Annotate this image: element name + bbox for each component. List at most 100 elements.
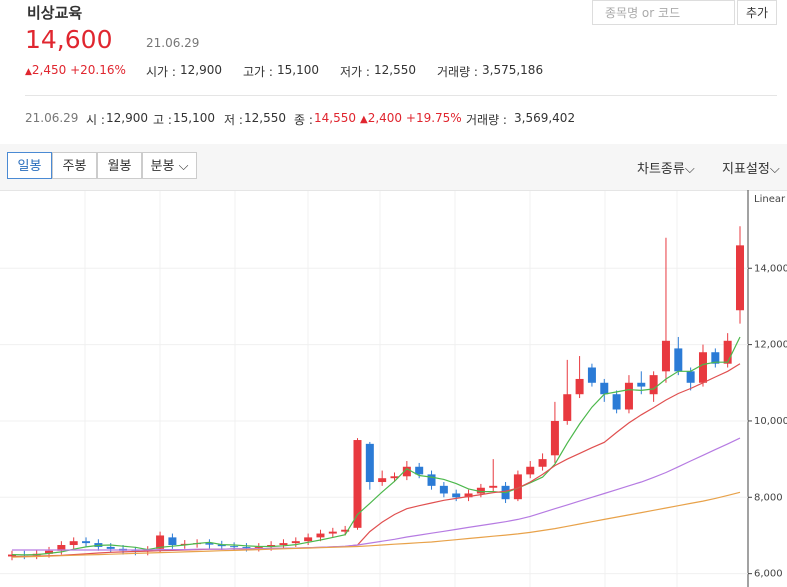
candle-body — [168, 537, 177, 546]
volume-value: 3,569,402 — [514, 111, 576, 125]
info-change: ▲2,400 +19.75% — [360, 111, 462, 125]
menu-item[interactable]: 차트종류⌵ — [637, 162, 695, 177]
stat-value: 12,900 — [180, 63, 222, 77]
info-value: 14,550 — [314, 111, 356, 125]
tab-label: 주봉 — [62, 159, 87, 174]
candle-body — [674, 348, 683, 372]
candle-body — [415, 466, 424, 475]
y-tick-label: 6,000 — [754, 569, 783, 580]
candle-body — [341, 529, 350, 532]
candle-body — [600, 382, 609, 395]
add-button[interactable]: 추가 — [737, 0, 777, 25]
candle-body — [513, 474, 522, 500]
tab-label: 월봉 — [107, 159, 132, 174]
candle-body — [452, 493, 461, 498]
y-tick-label: 10,000 — [754, 416, 787, 427]
stat-value: 15,100 — [277, 63, 319, 77]
y-tick-label: 14,000 — [754, 263, 787, 274]
candle-body — [575, 378, 584, 395]
candle-body — [279, 543, 288, 546]
candle-body — [353, 440, 362, 528]
candle-body — [328, 531, 337, 534]
candle-body — [587, 367, 596, 383]
candle-body — [736, 245, 744, 311]
candle-body — [563, 394, 572, 421]
info-label: 고 : — [153, 113, 172, 127]
candle-body — [464, 493, 473, 498]
candle-body — [378, 478, 387, 483]
chart: Linear 6,000 8,000 10,000 12,000 14,000 — [0, 190, 787, 587]
tab[interactable]: 월봉 — [97, 152, 142, 179]
moving-average — [12, 437, 741, 551]
candle-body — [624, 382, 633, 410]
candle-body — [439, 485, 448, 494]
info-value: 12,550 — [244, 111, 286, 125]
candle-body — [526, 466, 535, 475]
candle-body — [8, 554, 16, 557]
info-value: 12,900 — [106, 111, 148, 125]
candle-body — [489, 485, 498, 488]
change-pct: +20.16% — [70, 63, 126, 77]
candle-body — [57, 545, 66, 551]
candle-body — [304, 537, 313, 542]
candle-body — [230, 546, 239, 548]
candle-body — [612, 394, 621, 410]
tab[interactable]: 일봉 — [7, 152, 52, 179]
candle-body — [365, 443, 374, 483]
change: ▲2,450 +20.16% — [25, 63, 126, 77]
candle-body — [69, 541, 78, 546]
moving-average — [11, 491, 741, 558]
tab-label: 일봉 — [17, 159, 42, 174]
candle-body — [82, 541, 91, 544]
info-label: 종 : — [294, 113, 313, 127]
candle-body — [291, 541, 300, 544]
candle-body — [476, 487, 485, 494]
scale-label: Linear — [754, 194, 786, 205]
candle-body — [686, 371, 695, 383]
info-date: 21.06.29 — [25, 111, 79, 125]
candle-body — [106, 546, 115, 549]
divider — [25, 95, 777, 96]
candle-body — [316, 533, 325, 538]
candle-body — [550, 420, 559, 456]
candle-body — [637, 382, 646, 387]
tab[interactable]: 주봉 — [52, 152, 97, 179]
candle-body — [156, 535, 165, 549]
stock-name: 비상교육 — [27, 4, 83, 22]
volume-label: 거래량 : — [466, 113, 507, 127]
candle-body — [427, 474, 436, 486]
candle-body — [711, 352, 720, 364]
candle-body — [698, 352, 707, 383]
candle-body — [242, 546, 251, 548]
change-value: 2,450 — [31, 63, 67, 77]
candle-body — [205, 543, 214, 545]
tab-label: 분봉 — [150, 159, 175, 174]
menu-label: 차트종류 — [637, 162, 685, 177]
stat-value: 3,575,186 — [482, 63, 544, 77]
candle-body — [254, 546, 263, 548]
candle-body — [649, 375, 658, 395]
stat-label: 거래량 : — [437, 65, 478, 79]
date: 21.06.29 — [146, 36, 200, 50]
y-tick-label: 12,000 — [754, 340, 787, 351]
menu-label: 지표설정 — [722, 162, 770, 177]
stat-value: 12,550 — [374, 63, 416, 77]
candle-body — [723, 340, 732, 364]
candle-body — [402, 466, 411, 477]
candle-body — [661, 340, 670, 372]
search-box[interactable]: 종목명 or 코드 — [592, 0, 735, 25]
menu-item[interactable]: 지표설정⌵ — [722, 162, 780, 177]
info-label: 시 : — [86, 113, 105, 127]
tab[interactable]: 분봉 ⌵ — [142, 152, 197, 179]
price: 14,600 — [25, 25, 113, 54]
vertical-grid — [84, 190, 678, 587]
info-label: 저 : — [224, 113, 243, 127]
info-change-value: 2,400 — [367, 111, 403, 125]
info-value: 15,100 — [173, 111, 215, 125]
candle-body — [390, 476, 399, 479]
moving-average — [11, 336, 741, 556]
candle-body — [538, 459, 547, 467]
candle-body — [45, 550, 54, 554]
stat-label: 저가 : — [340, 65, 370, 79]
